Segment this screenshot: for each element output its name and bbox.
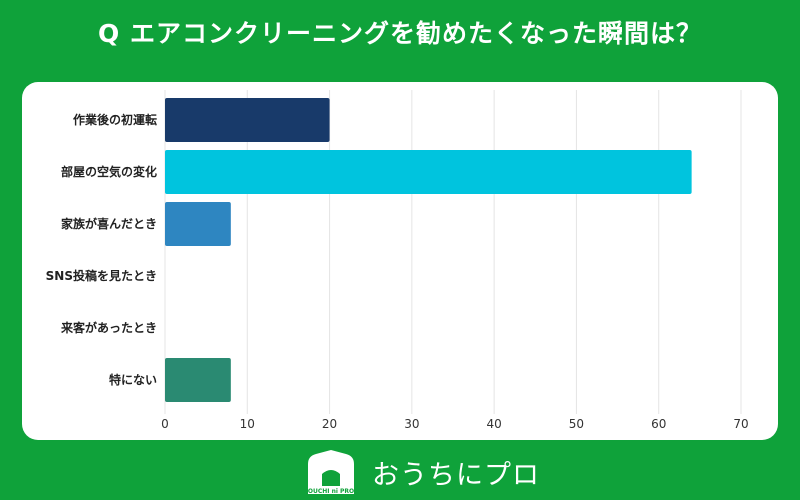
x-tick-label: 60 bbox=[651, 417, 666, 431]
bar bbox=[165, 358, 231, 402]
category-label: 来客があったとき bbox=[60, 320, 157, 335]
category-label: 家族が喜んだとき bbox=[61, 216, 157, 231]
x-tick-label: 10 bbox=[240, 417, 255, 431]
x-axis-ticks: 0 10 20 30 40 50 60 70 bbox=[161, 417, 748, 431]
category-label: SNS投稿を見たとき bbox=[46, 268, 157, 283]
x-tick-label: 70 bbox=[733, 417, 748, 431]
house-icon: OUCHI ni PRO bbox=[308, 450, 354, 495]
bar bbox=[165, 98, 330, 142]
logo-text: OUCHI ni PRO bbox=[308, 488, 354, 495]
footer-brand: OUCHI ni PRO おうちにプロ bbox=[302, 448, 540, 496]
category-label: 特にない bbox=[109, 372, 157, 387]
page-title: Q エアコンクリーニングを勧めたくなった瞬間は？ bbox=[98, 19, 702, 48]
bar bbox=[165, 150, 692, 194]
brand-name: おうちにプロ bbox=[372, 459, 540, 491]
chart-panel: 作業後の初運転部屋の空気の変化 家族が喜んだとき SNS投稿を見たとき来客があったと… bbox=[22, 82, 778, 440]
category-label: 部屋の空気の変化 bbox=[61, 164, 157, 179]
x-tick-label: 20 bbox=[322, 417, 337, 431]
x-tick-label: 0 bbox=[161, 417, 169, 431]
x-tick-label: 50 bbox=[569, 417, 584, 431]
bar bbox=[165, 202, 231, 246]
x-tick-label: 30 bbox=[404, 417, 419, 431]
x-tick-label: 40 bbox=[487, 417, 502, 431]
bars bbox=[165, 98, 692, 402]
grid-lines bbox=[164, 90, 742, 414]
category-label: 作業後の初運転 bbox=[73, 112, 157, 127]
